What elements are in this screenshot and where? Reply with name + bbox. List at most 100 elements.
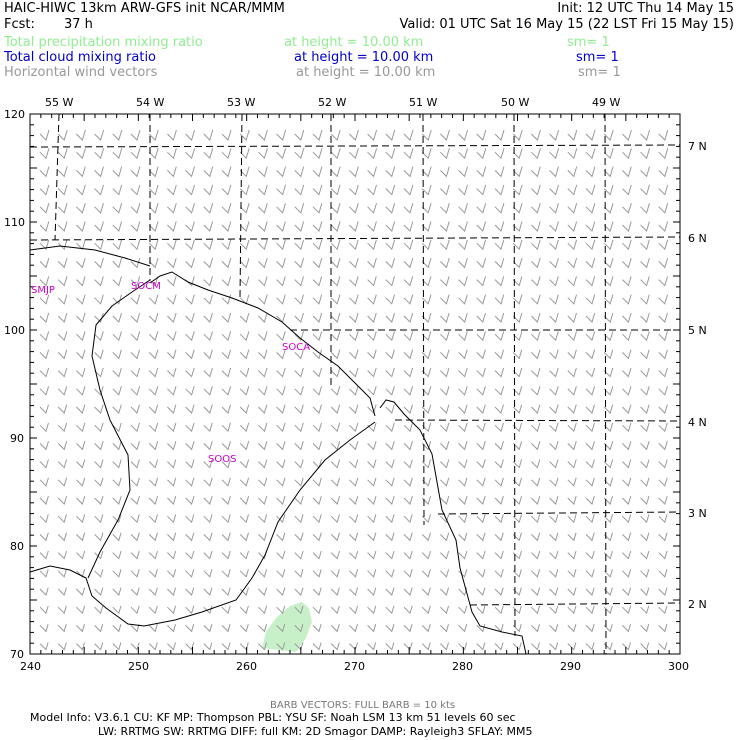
wind-barb <box>403 532 413 542</box>
wind-barb <box>57 514 67 524</box>
wind-barb <box>94 477 104 487</box>
wind-barb <box>294 404 304 414</box>
wind-barb <box>367 386 377 396</box>
wind-barb <box>276 550 286 560</box>
wind-barb <box>622 294 632 305</box>
wind-barb <box>185 587 195 596</box>
wind-barb <box>603 642 613 651</box>
wind-barb <box>640 550 650 560</box>
wind-barb <box>330 349 341 360</box>
wind-barb <box>148 459 159 469</box>
wind-barb <box>167 514 177 524</box>
wind-barb <box>203 550 213 560</box>
wind-barb <box>349 605 359 615</box>
wind-barb <box>385 477 395 487</box>
wind-barb <box>603 624 613 633</box>
wind-barb <box>294 386 304 396</box>
wind-barb <box>640 587 650 596</box>
wind-barb <box>531 587 541 596</box>
wind-barb <box>276 203 286 214</box>
wind-barb <box>403 367 414 378</box>
wind-barb <box>349 166 359 178</box>
wind-barb <box>167 312 177 323</box>
wind-barb <box>39 239 50 251</box>
wind-barb <box>312 569 322 578</box>
wind-barb <box>367 129 378 141</box>
wind-barb <box>476 276 486 287</box>
wind-barb <box>312 276 323 287</box>
wind-barb <box>312 312 323 323</box>
wind-barb <box>440 642 449 651</box>
wind-barb <box>276 642 286 651</box>
wind-barb <box>76 569 86 578</box>
wind-barb <box>476 184 487 196</box>
wind-barb <box>494 404 504 414</box>
wind-barb <box>258 203 268 214</box>
wind-barb <box>185 550 195 560</box>
wind-barb <box>57 331 68 342</box>
wind-barb <box>585 441 595 451</box>
wind-barb <box>203 166 214 178</box>
wind-barb <box>549 477 559 487</box>
wind-barb <box>39 569 49 578</box>
wind-barb <box>76 495 86 505</box>
wind-barb <box>276 477 286 487</box>
wind-barb <box>531 569 541 578</box>
wind-barb <box>276 441 286 451</box>
wind-barb <box>94 550 104 560</box>
wind-barb <box>221 422 231 433</box>
wind-barb <box>130 148 141 160</box>
wind-barb <box>239 129 250 141</box>
wind-barb <box>130 514 140 524</box>
wind-barb <box>494 459 504 469</box>
wind-barb <box>203 184 214 196</box>
wind-barb <box>658 257 669 269</box>
wind-barb <box>603 422 614 433</box>
wind-barb <box>385 514 395 524</box>
wind-barb <box>476 129 487 141</box>
wind-barb <box>130 569 140 578</box>
wind-barb <box>531 367 541 378</box>
wind-barb <box>112 294 122 305</box>
wind-barb <box>330 203 341 214</box>
wind-barb <box>585 331 596 342</box>
wind-barb <box>512 184 523 196</box>
wind-barb <box>403 642 413 651</box>
wind-barb <box>440 239 450 251</box>
wind-barb <box>512 148 523 160</box>
wind-barb <box>312 422 322 433</box>
wind-barb <box>294 514 304 524</box>
wind-barb <box>440 569 450 578</box>
wind-barb <box>294 550 304 560</box>
wind-barb <box>531 624 540 633</box>
wind-barb <box>312 367 323 378</box>
wind-barb <box>658 148 669 160</box>
wind-barb <box>130 642 140 651</box>
wind-barb <box>549 221 559 232</box>
wind-barb <box>167 331 177 342</box>
wind-barb <box>39 587 49 596</box>
wind-barb <box>294 532 304 542</box>
wind-barb <box>94 166 104 178</box>
wind-barb <box>458 550 468 560</box>
wind-barb <box>585 587 595 596</box>
wind-barb <box>312 294 323 305</box>
init-time: Init: 12 UTC Thu 14 May 15 <box>557 1 734 16</box>
wind-barb <box>57 642 67 651</box>
wind-barb <box>531 312 541 323</box>
wind-barb <box>294 129 305 141</box>
wind-barb <box>549 184 559 196</box>
wind-barb <box>476 532 486 542</box>
wind-barb <box>622 148 632 160</box>
wind-barb <box>440 349 450 360</box>
wind-barb <box>476 294 486 305</box>
wind-barb <box>440 166 450 178</box>
wind-barb <box>130 221 141 232</box>
wind-barb <box>148 203 159 214</box>
wind-barb <box>39 367 50 378</box>
wind-barb <box>130 605 140 615</box>
wind-barb <box>94 148 105 160</box>
wind-barb <box>258 221 268 232</box>
wind-barb <box>512 569 522 578</box>
wind-barb <box>385 532 395 542</box>
